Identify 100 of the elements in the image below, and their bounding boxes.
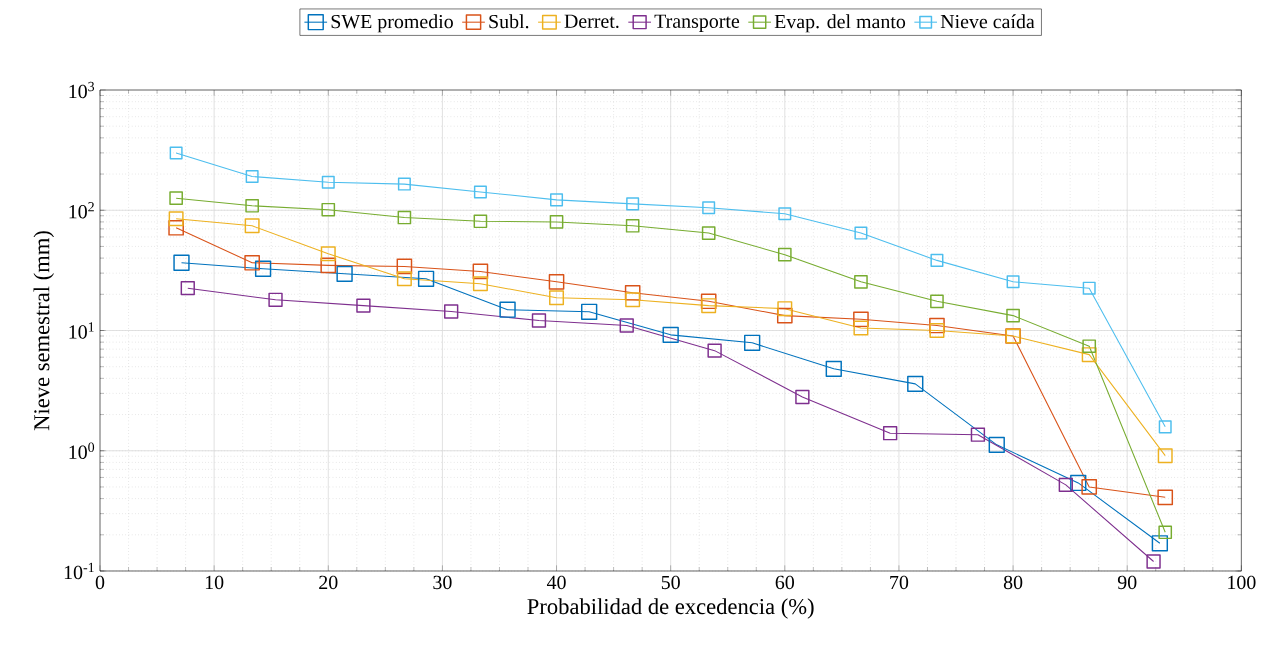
point [1158,420,1172,434]
point [1158,525,1173,540]
point [180,280,195,296]
point [1006,275,1020,289]
point [444,304,459,319]
point [168,211,184,227]
point [1081,347,1097,363]
point [245,198,259,213]
point [1070,474,1087,492]
point [1082,339,1097,354]
y-tick-label: 10$^{2}$ [69,202,94,219]
point [396,271,412,287]
x-tick-label: 50 [661,575,680,590]
point [472,263,489,280]
point [1081,479,1098,495]
point [701,298,717,314]
point [624,284,641,301]
point [776,307,793,324]
point [777,301,793,317]
point [320,257,337,274]
legend-label: Evap. del manto [774,14,906,33]
point [417,270,435,287]
point [549,215,564,229]
point [853,311,869,328]
point [854,226,868,240]
point [1058,477,1073,493]
point [245,169,259,183]
y-axis-title: Nieve semestral (mm) [33,231,54,431]
point [662,326,679,344]
y-tick-label: 10$^{0}$ [69,442,95,459]
point [1146,554,1161,569]
point [1082,281,1096,295]
point [825,360,842,378]
point [795,389,810,405]
point [473,214,488,229]
legend-label: SWE promedio [331,14,453,33]
point [777,247,792,262]
point [970,427,986,442]
point [244,254,260,271]
x-tick-label: 0 [95,575,105,590]
y-tick-label: 10$^{-1}$ [64,562,94,580]
x-tick-label: 10 [205,575,224,590]
legend-label: Transporte [654,14,740,32]
point [988,436,1005,454]
point [626,197,640,211]
point [548,273,565,290]
point [743,334,761,351]
point [397,177,411,191]
x-tick-label: 60 [775,575,795,590]
point [321,175,335,189]
point [320,246,336,262]
point [882,426,898,441]
point [336,265,353,283]
x-tick-label: 100 [1228,575,1256,590]
point [356,298,371,313]
point [254,260,272,277]
point [702,201,716,215]
point [929,323,945,339]
point [1157,448,1173,464]
point [168,219,184,236]
legend-label: Nieve caída [940,14,1035,29]
point [549,290,565,306]
point [930,253,944,267]
x-axis-title: Probabilidad de excedencia (%) [527,598,814,619]
x-tick-label: 80 [1003,575,1023,590]
point [268,292,283,307]
point [550,193,564,207]
point [169,146,183,160]
point [907,375,924,393]
x-tick-label: 20 [319,575,338,590]
x-tick-label: 30 [433,575,452,590]
point [396,258,413,275]
point [929,317,945,334]
point [472,276,488,292]
point [473,185,487,199]
point [1006,308,1020,323]
point [700,293,717,310]
x-tick-label: 90 [1117,575,1137,590]
point [778,207,792,221]
point [173,254,190,271]
point [244,218,260,234]
point [321,202,336,217]
point [1157,489,1174,506]
point [625,218,640,233]
point [853,320,869,336]
point [701,226,716,240]
point [930,294,944,309]
legend-label: Subl. [489,14,529,29]
point [169,191,183,206]
x-tick-label: 70 [890,575,909,590]
legend-label: Derret. [564,14,619,28]
point [854,274,868,289]
point [1151,535,1169,552]
y-tick-label: 10$^{1}$ [69,322,94,339]
point [397,210,412,225]
point [581,303,598,320]
point [619,318,634,333]
point [499,301,516,318]
x-tick-label: 40 [546,575,566,590]
point [707,343,722,358]
